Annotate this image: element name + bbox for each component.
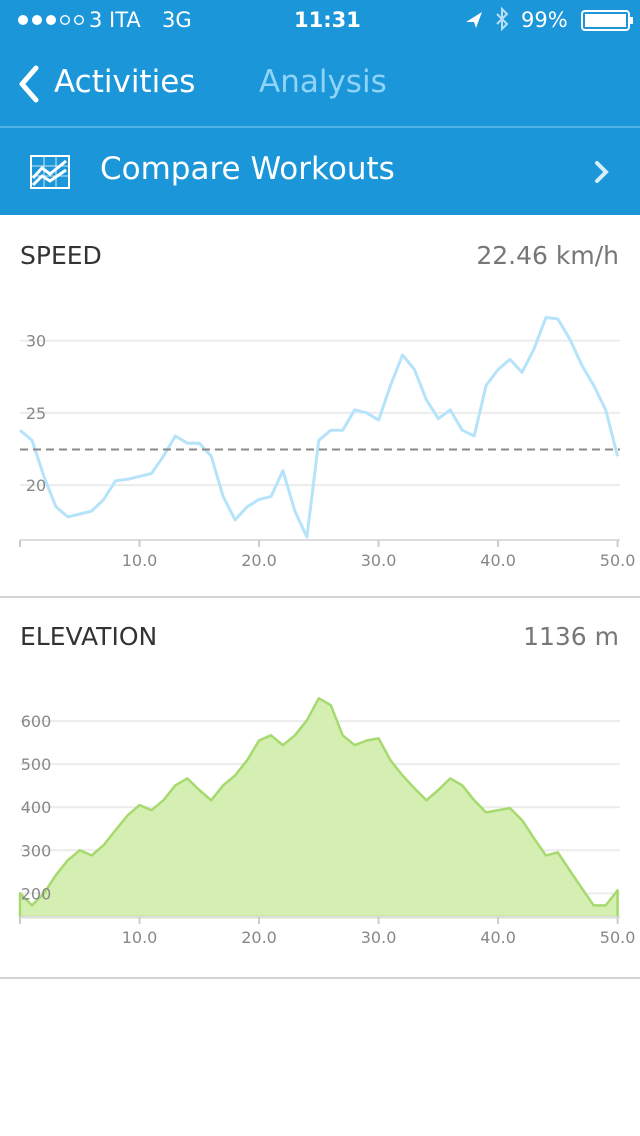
y-tick-label: 20 (26, 476, 46, 495)
y-tick-label: 400 (21, 798, 52, 817)
chart-title: ELEVATION (20, 622, 157, 651)
compare-button[interactable]: Compare Workouts (100, 151, 395, 187)
battery-level (585, 14, 626, 27)
x-tick-label: 30.0 (361, 551, 397, 570)
forward-chevron[interactable] (595, 161, 609, 183)
x-tick-label: 10.0 (122, 928, 158, 947)
x-tick-label: 50.0 (600, 928, 636, 947)
x-tick-label: 30.0 (361, 928, 397, 947)
chart-summary: 22.46 km/h (476, 241, 619, 270)
x-tick-label: 40.0 (480, 551, 516, 570)
battery-tip (630, 17, 633, 24)
y-tick-label: 30 (26, 332, 46, 351)
carrier: 3 ITA (89, 8, 141, 32)
battery-icon (581, 10, 630, 31)
network: 3G (162, 8, 192, 32)
speed-section: SPEED 22.46 km/h 20 25 30 10.0 20.0 30.0 40.0 50.… (0, 215, 640, 598)
chart: SPEED 22.46 km/h 20 25 30 10.0 20.0 30.0 40.0 50.… (19, 241, 636, 570)
battery-text: 99% (521, 8, 568, 32)
elevation-area (18, 697, 619, 919)
x-tick-label: 50.0 (600, 551, 636, 570)
y-tick-label: 25 (26, 404, 46, 423)
compare-icon (30, 155, 70, 189)
x-tick-label: 40.0 (480, 928, 516, 947)
back-button[interactable]: Activities (54, 64, 196, 100)
x-tick-label: 20.0 (241, 928, 277, 947)
location-icon (466, 12, 482, 28)
clock: 11:31 (294, 8, 361, 32)
x-tick-label: 20.0 (241, 551, 277, 570)
x-tick-label: 10.0 (122, 551, 158, 570)
signal-dots (18, 14, 84, 26)
header-icons (0, 6, 640, 189)
chart-title: SPEED (20, 241, 102, 270)
y-tick-label: 500 (21, 755, 52, 774)
header: 3 ITA 3G 11:31 99% Activities Analysis C… (0, 0, 640, 215)
bluetooth-icon (496, 6, 509, 32)
back-chevron[interactable] (19, 65, 39, 103)
nav-title: Analysis (259, 64, 387, 100)
y-tick-label: 600 (21, 712, 52, 731)
chart-summary: 1136 m (523, 622, 619, 651)
y-tick-label: 300 (21, 841, 52, 860)
speed-line (19, 316, 620, 539)
y-tick-label: 200 (21, 884, 52, 903)
elevation-section: ELEVATION 1136 m 200 300 400 500 600 10.0 20.0 30… (0, 597, 640, 979)
chart: ELEVATION 1136 m 200 300 400 500 600 10.0 20.0 30… (18, 622, 636, 947)
